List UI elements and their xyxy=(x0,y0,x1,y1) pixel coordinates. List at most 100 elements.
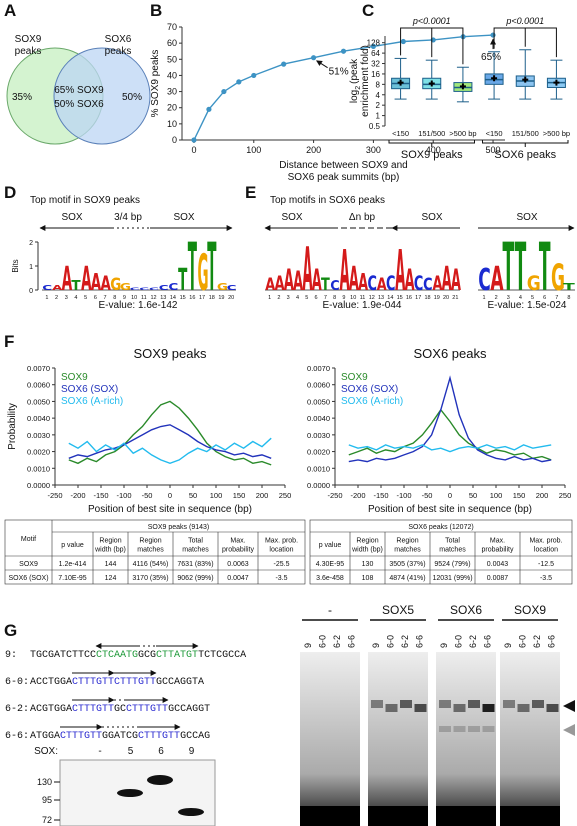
gel-free-probe xyxy=(436,806,496,826)
gel-band xyxy=(439,726,451,732)
logo-position: 12 xyxy=(369,295,375,301)
point xyxy=(191,137,197,143)
logo-position: 21 xyxy=(452,295,458,301)
y-tick-label: 0.0010 xyxy=(307,464,330,473)
sequence-segment: GCCAG xyxy=(180,731,210,742)
logo-position: 2 xyxy=(277,295,280,301)
y-tick-label: 60 xyxy=(167,38,177,48)
panel-letter: B xyxy=(150,1,162,20)
gel-lane: 6-6 xyxy=(483,635,493,648)
logo-letter: A xyxy=(312,264,322,298)
logo-letter: T xyxy=(207,230,216,306)
legend-entry: SOX6 (A-rich) xyxy=(61,396,123,407)
legend-entry: SOX6 (SOX) xyxy=(341,384,398,395)
sequence-segment: GCG xyxy=(138,650,156,661)
gel-panel xyxy=(368,652,428,826)
x-axis-label: Distance between SOX9 and xyxy=(279,160,407,171)
logo-letter: A xyxy=(293,266,303,297)
logo-position: 4 xyxy=(519,295,522,301)
panel-letter: D xyxy=(4,183,16,202)
motif-segment: CTCAATG xyxy=(96,650,138,661)
gel-lane: 6-2 xyxy=(400,635,410,648)
sequence: TGCGATCTTCCCTCAATGGCGCTTATGTTCTCGCCA xyxy=(30,650,246,661)
logo-letter: C xyxy=(139,287,149,291)
gel-lane: 9 xyxy=(439,643,449,648)
mean xyxy=(522,76,529,83)
gel-band xyxy=(532,700,544,708)
gel-free-probe xyxy=(500,806,560,826)
gel-lane: 6-0 xyxy=(518,635,528,648)
y-tick-label: 32 xyxy=(371,60,380,69)
logo-letter: T xyxy=(563,281,575,292)
x-tick-label: -100 xyxy=(396,491,411,500)
gel-lane: 6-6 xyxy=(547,635,557,648)
gel-band xyxy=(414,704,427,712)
annotation-arrow xyxy=(316,60,328,69)
y-tick-label: 0.0040 xyxy=(27,414,50,423)
table-cell: SOX6 (SOX) xyxy=(8,575,48,582)
table-cell: 7631 (83%) xyxy=(177,561,213,568)
logo-letter: A xyxy=(377,275,387,294)
table-frame xyxy=(4,519,306,585)
x-tick-label: -150 xyxy=(373,491,388,500)
x-tick-label: >500 bp xyxy=(543,129,570,138)
logo-letter: A xyxy=(275,271,285,295)
legend-entry: SOX6 (SOX) xyxy=(61,384,118,395)
table-header: location xyxy=(269,547,293,554)
logo-letter: A xyxy=(340,238,350,304)
western-lane: 6 xyxy=(158,746,164,757)
motif-segment: CTTTGTT xyxy=(72,677,114,688)
x-tick-label: <150 xyxy=(392,129,409,138)
gel-lane: 9 xyxy=(371,643,381,648)
logo-letter: A xyxy=(265,275,275,294)
gel-arrowhead xyxy=(563,724,575,736)
logo-letter: C xyxy=(414,271,423,295)
x-tick-label: 100 xyxy=(210,491,223,500)
x-axis-label: SOX6 peak summits (bp) xyxy=(288,172,400,183)
logo-letter: G xyxy=(110,275,121,295)
x-tick-label: 50 xyxy=(469,491,477,500)
gel-band xyxy=(439,700,451,708)
logo-position: 3 xyxy=(287,295,290,301)
table-cell: -25.5 xyxy=(274,561,290,568)
motif-label: 3/4 bp xyxy=(114,212,142,223)
logo-position: 10 xyxy=(131,295,137,301)
x-tick-label: 151/500 xyxy=(512,129,539,138)
logo-position: 14 xyxy=(387,295,393,301)
table-cell: 0.0043 xyxy=(487,561,509,568)
y-tick-label: 2 xyxy=(376,101,381,110)
sequence: ACGTGGACTTTGTTGCCTTTGTTGCCAGGT xyxy=(30,704,210,715)
mean xyxy=(491,75,498,82)
panel-letter: F xyxy=(4,332,14,351)
logo-position: 11 xyxy=(141,295,147,301)
y-axis-label: enrichment fold) xyxy=(360,45,371,117)
table-header: Total xyxy=(188,538,203,545)
panel-letter: C xyxy=(362,1,374,20)
logo-letter: C xyxy=(130,287,140,291)
y-axis-label: % SOX9 peaks xyxy=(150,50,161,118)
y-tick-label: 40 xyxy=(167,70,177,80)
motif-segment: CTTTGTT xyxy=(126,704,168,715)
y-tick-label: 0 xyxy=(172,135,177,145)
table-cell: 0.0063 xyxy=(227,561,249,568)
logo-position: 19 xyxy=(218,295,224,301)
logo-letter: A xyxy=(405,264,415,298)
logo-position: 20 xyxy=(228,295,234,301)
x-tick-label: 250 xyxy=(559,491,572,500)
gel-free-probe xyxy=(300,806,360,826)
motif-label: SOX xyxy=(281,212,302,223)
table-cell: 108 xyxy=(362,575,374,582)
logo-position: 9 xyxy=(123,295,126,301)
y-tick-label: 0.0010 xyxy=(27,464,50,473)
x-tick-label: >500 bp xyxy=(449,129,476,138)
western-band xyxy=(178,808,204,816)
logo-position: 5 xyxy=(84,295,87,301)
gel-band xyxy=(453,704,466,712)
logo-position: 5 xyxy=(305,295,308,301)
logo-letter: A xyxy=(91,269,102,296)
point xyxy=(206,106,212,112)
table-cell: 1.2e-414 xyxy=(59,561,87,568)
x-tick-label: -250 xyxy=(47,491,62,500)
y-axis-label-part: log xyxy=(349,90,360,103)
x-tick-label: 300 xyxy=(366,145,381,155)
